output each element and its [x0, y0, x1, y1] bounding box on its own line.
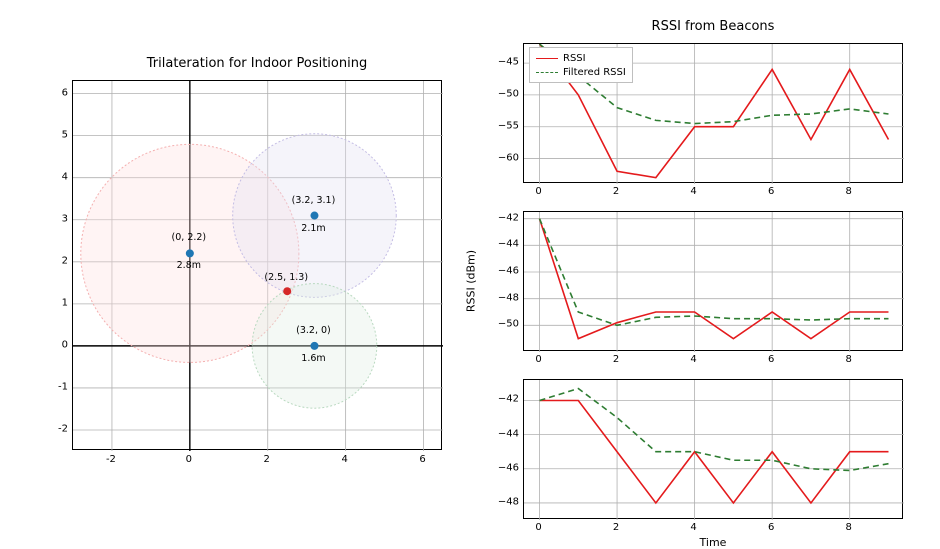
estimate-label: (2.5, 1.3)	[264, 272, 308, 283]
xtick-label: 0	[186, 454, 192, 465]
ytick-label: 3	[48, 213, 68, 224]
beacon-coord-label: (3.2, 0)	[296, 325, 331, 336]
ytick-label: −55	[491, 120, 519, 131]
ylabel: RSSI (dBm)	[465, 250, 478, 312]
ytick-label: 1	[48, 297, 68, 308]
xtick-label: 2	[613, 354, 619, 365]
xtick-label: 2	[264, 454, 270, 465]
legend-swatch-rssi	[536, 58, 558, 59]
xtick-label: 4	[341, 454, 347, 465]
xtick-label: 4	[690, 186, 696, 197]
beacon-coord-label: (3.2, 3.1)	[292, 195, 336, 206]
ytick-label: 5	[48, 129, 68, 140]
ytick-label: −48	[491, 292, 519, 303]
legend-label: RSSI	[563, 53, 586, 64]
xtick-label: 2	[613, 186, 619, 197]
beacon-radius-label: 2.1m	[301, 223, 325, 234]
xlabel: Time	[523, 536, 903, 549]
xtick-label: 6	[419, 454, 425, 465]
beacon-radius-label: 1.6m	[301, 353, 325, 364]
ytick-label: −50	[491, 319, 519, 330]
xtick-label: 6	[768, 354, 774, 365]
ytick-label: −42	[491, 212, 519, 223]
ytick-label: -2	[48, 423, 68, 434]
ytick-label: −42	[491, 394, 519, 405]
ytick-label: 4	[48, 171, 68, 182]
ytick-label: −45	[491, 57, 519, 68]
ytick-label: 2	[48, 255, 68, 266]
rssi-panel-1	[523, 211, 903, 351]
ytick-label: −46	[491, 266, 519, 277]
rssi-suptitle: RSSI from Beacons	[523, 19, 903, 34]
xtick-label: 8	[846, 186, 852, 197]
beacon-radius-label: 2.8m	[177, 260, 201, 271]
legend-label: Filtered RSSI	[563, 67, 626, 78]
xtick-label: 8	[846, 522, 852, 533]
legend-row-filtered: Filtered RSSI	[536, 65, 626, 79]
xtick-label: 4	[690, 354, 696, 365]
beacon-coord-label: (0, 2.2)	[172, 232, 207, 243]
ytick-label: -1	[48, 381, 68, 392]
trilateration-title: Trilateration for Indoor Positioning	[72, 56, 442, 71]
ytick-label: 0	[48, 339, 68, 350]
xtick-label: 4	[690, 522, 696, 533]
legend-row-rssi: RSSI	[536, 51, 626, 65]
figure: Trilateration for Indoor Positioning -2 0 2…	[0, 0, 940, 548]
xtick-label: 2	[613, 522, 619, 533]
ytick-label: −60	[491, 152, 519, 163]
xtick-label: 8	[846, 354, 852, 365]
trilateration-panel	[72, 80, 442, 450]
ytick-label: −44	[491, 239, 519, 250]
xtick-label: 0	[535, 186, 541, 197]
ytick-label: −44	[491, 428, 519, 439]
xtick-label: 6	[768, 522, 774, 533]
legend-swatch-filtered	[536, 72, 558, 73]
ytick-label: −50	[491, 88, 519, 99]
xtick-label: 6	[768, 186, 774, 197]
xtick-label: 0	[535, 354, 541, 365]
legend: RSSI Filtered RSSI	[529, 47, 633, 83]
rssi-panel-2	[523, 379, 903, 519]
xtick-label: 0	[535, 522, 541, 533]
xtick-label: -2	[106, 454, 116, 465]
ytick-label: −46	[491, 462, 519, 473]
ytick-label: −48	[491, 496, 519, 507]
ytick-label: 6	[48, 87, 68, 98]
